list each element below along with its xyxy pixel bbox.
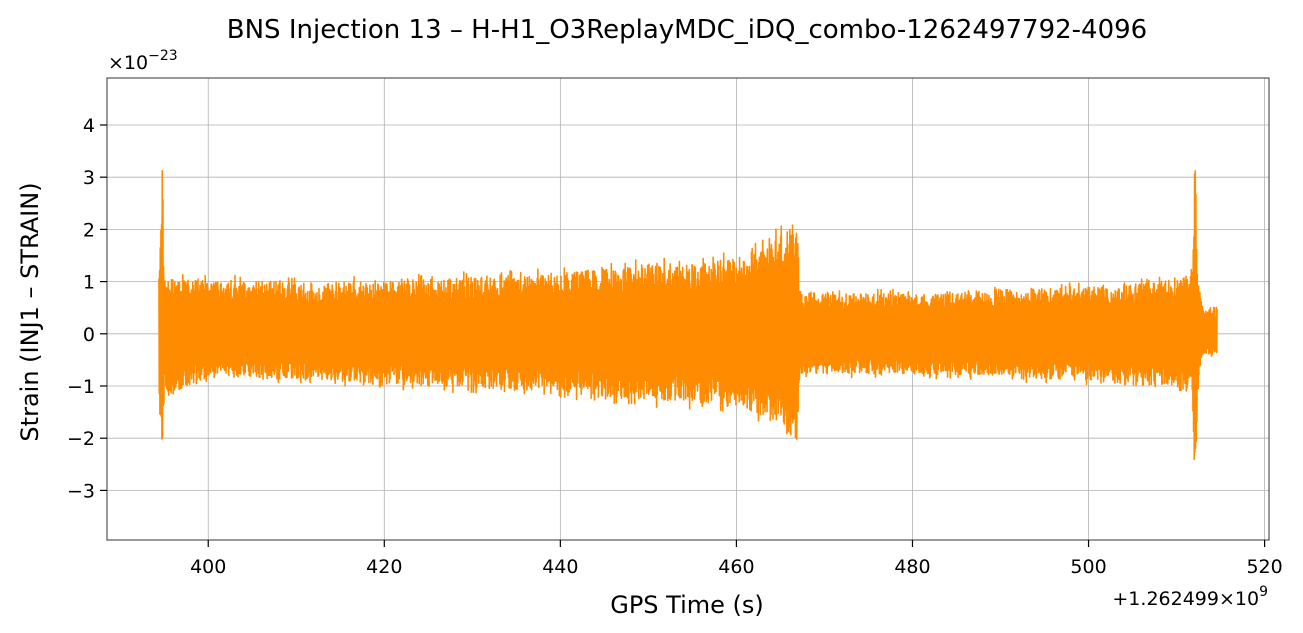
series-line-0 — [158, 169, 1218, 461]
y-scale-label: ×10−23 — [108, 48, 178, 74]
x-tick-label: 440 — [542, 556, 578, 578]
y-axis-ticks: −3 −2 −1 0 1 2 3 4 — [67, 115, 107, 502]
y-axis-label: Strain (INJ1 – STRAIN) — [16, 182, 44, 441]
series-layer — [158, 169, 1218, 461]
y-tick-label: −3 — [67, 480, 95, 502]
y-tick-label: 0 — [83, 324, 95, 346]
y-scale-base: ×10 — [108, 52, 148, 74]
x-offset-label: +1.262499×109 — [1112, 584, 1268, 610]
y-tick-label: 4 — [83, 115, 95, 137]
x-axis-label: GPS Time (s) — [610, 591, 764, 619]
x-tick-label: 420 — [366, 556, 402, 578]
y-tick-label: −2 — [67, 428, 95, 450]
x-tick-label: 500 — [1070, 556, 1106, 578]
y-tick-label: −1 — [67, 376, 95, 398]
chart-title: BNS Injection 13 – H-H1_O3ReplayMDC_iDQ_… — [227, 15, 1147, 45]
y-tick-label: 3 — [83, 167, 95, 189]
x-axis-ticks: 400 420 440 460 480 500 520 — [190, 540, 1283, 578]
x-tick-label: 480 — [894, 556, 930, 578]
y-tick-label: 1 — [83, 272, 95, 294]
x-tick-label: 460 — [718, 556, 754, 578]
plot-frame — [106, 77, 1270, 541]
x-tick-label: 520 — [1246, 556, 1282, 578]
x-tick-label: 400 — [190, 556, 226, 578]
x-offset-base: +1.262499×10 — [1112, 588, 1259, 610]
y-scale-exponent: −23 — [148, 48, 178, 64]
plot-area — [158, 169, 1218, 461]
x-offset-exponent: 9 — [1259, 584, 1268, 600]
y-tick-label: 2 — [83, 219, 95, 241]
